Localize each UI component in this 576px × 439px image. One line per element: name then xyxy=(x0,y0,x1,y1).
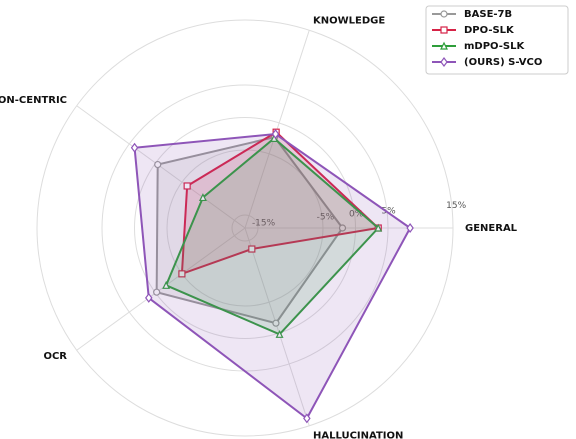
marker xyxy=(154,160,162,169)
marker xyxy=(440,41,448,50)
r-tick-label: 15% xyxy=(446,201,466,211)
marker xyxy=(440,10,448,18)
spoke xyxy=(76,105,246,229)
spoke xyxy=(76,227,246,351)
marker xyxy=(178,270,186,278)
axis-label: HALLUCINATION xyxy=(313,430,403,439)
axis-label: OCR xyxy=(43,351,67,362)
marker xyxy=(303,413,311,424)
marker xyxy=(183,182,191,190)
legend-label: mDPO-SLK xyxy=(464,41,525,52)
marker xyxy=(153,288,161,296)
legend-label: BASE-7B xyxy=(464,9,512,20)
series-area xyxy=(133,133,412,420)
r-tick-label: -5% xyxy=(317,212,335,222)
axis-label: GENERAL xyxy=(465,223,518,234)
marker xyxy=(374,223,383,232)
series-area xyxy=(155,136,344,325)
marker xyxy=(440,26,448,34)
marker xyxy=(440,57,448,67)
marker xyxy=(198,193,207,202)
r-tick-label: 5% xyxy=(381,207,396,217)
marker xyxy=(271,129,280,140)
marker xyxy=(275,329,284,338)
marker xyxy=(406,223,414,233)
axis-label: VISION-CENTRIC xyxy=(0,95,67,106)
series-area xyxy=(164,137,380,336)
marker xyxy=(272,319,280,327)
r-tick-label: 0% xyxy=(349,210,364,220)
marker xyxy=(338,224,347,232)
marker xyxy=(248,245,256,253)
legend-label: DPO-SLK xyxy=(464,25,515,36)
marker xyxy=(162,280,171,289)
marker xyxy=(145,292,153,303)
series-area xyxy=(180,130,381,276)
axis-label: KNOWLEDGE xyxy=(313,16,385,27)
legend-box xyxy=(425,5,569,75)
r-tick-label: -15% xyxy=(252,218,276,228)
legend-label: (OURS) S-VCO xyxy=(464,57,542,68)
spoke xyxy=(244,227,310,426)
marker xyxy=(130,142,139,153)
